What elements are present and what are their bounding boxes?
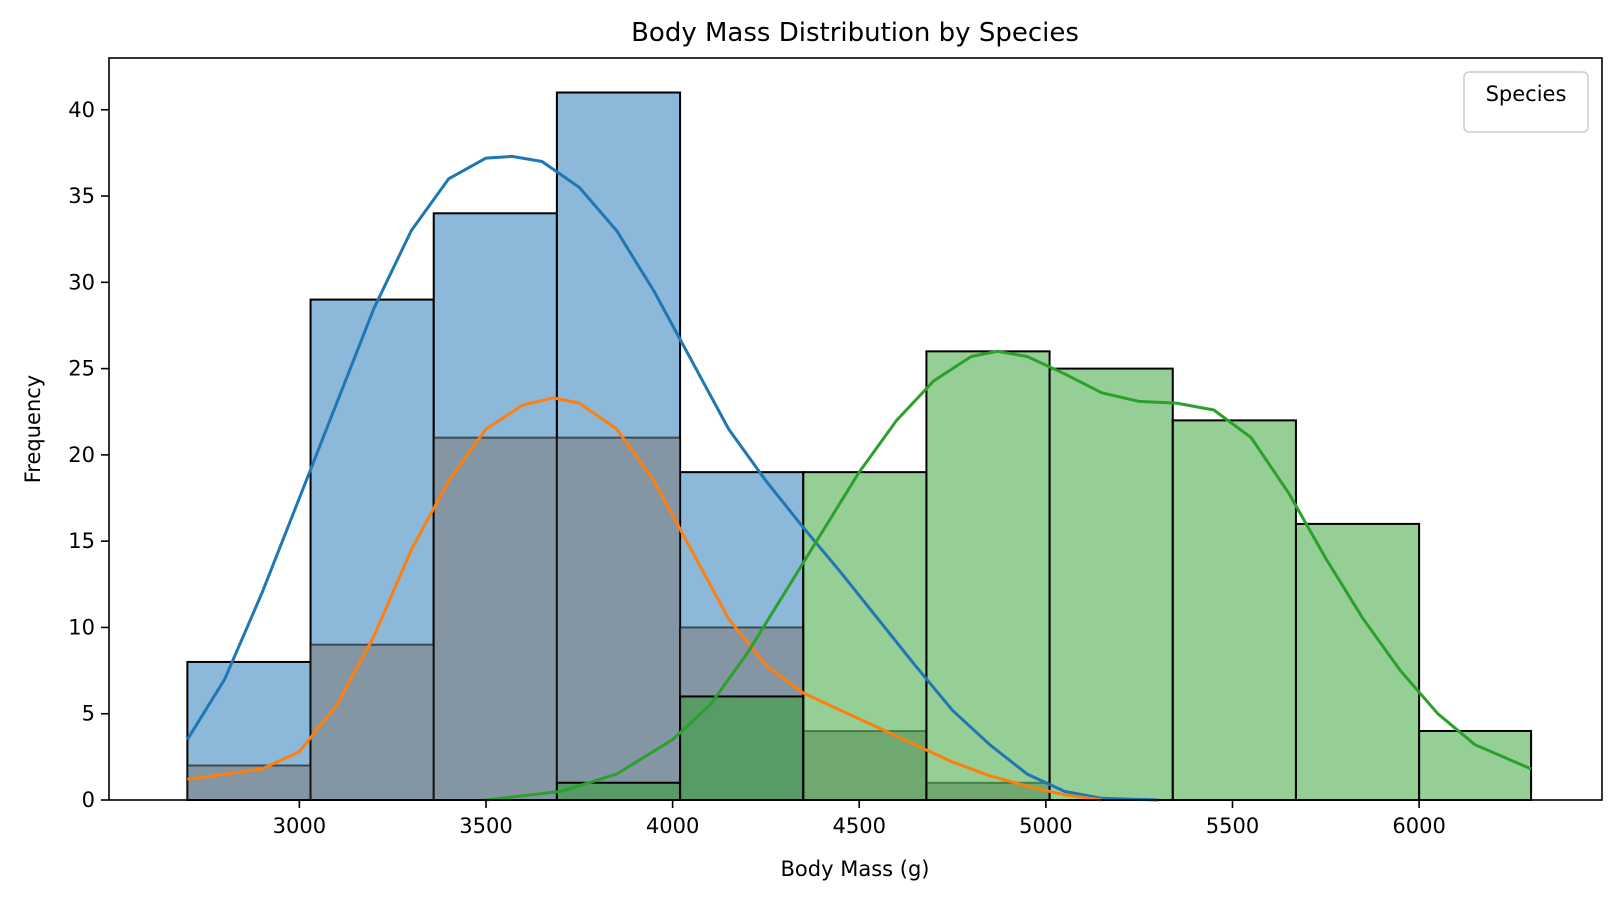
legend-box [1463,71,1589,133]
histogram-bar [309,643,435,802]
y-tick-label: 35 [68,184,95,208]
x-tick-label: 6000 [1392,814,1445,838]
histogram-bar [1048,367,1174,801]
histogram-bar [679,695,805,801]
x-tick-label: 3500 [459,814,512,838]
plot-frame [108,57,1603,801]
y-tick-label: 0 [82,788,95,812]
y-tick-label: 20 [68,443,95,467]
x-tick-label: 4000 [646,814,699,838]
y-tick-label: 5 [82,702,95,726]
x-tick-label: 3000 [273,814,326,838]
chart-title: Body Mass Distribution by Species [631,18,1079,48]
y-tick-label: 30 [68,270,95,294]
legend: Species [1463,71,1589,133]
histogram-bar [1294,522,1421,801]
bars-layer [186,91,1533,802]
legend-title: Species [1486,82,1567,106]
series-3-bars [555,350,1533,802]
ticks-layer: 3000 3500 4000 4500 5000 5500 6000 0 5 10 15 20 25 30… [68,98,1446,838]
y-tick-label: 25 [68,357,95,381]
x-tick-label: 5500 [1206,814,1259,838]
histogram-bar [802,471,928,801]
kde-line-series-2 [187,396,1103,802]
histogram-bar [925,350,1051,801]
x-axis-label: Body Mass (g) [781,857,930,881]
x-tick-label: 4500 [833,814,886,838]
kde-layer [186,154,1532,802]
y-tick-label: 10 [68,615,95,639]
kde-line-series-3 [485,349,1532,802]
y-axis-label: Frequency [21,375,45,484]
x-tick-label: 5000 [1019,814,1072,838]
histogram-bar [432,436,558,801]
y-tick-label: 15 [68,529,95,553]
kde-line-series-1 [186,154,1158,802]
histogram-bar [1418,729,1533,801]
y-tick-label: 40 [68,98,95,122]
